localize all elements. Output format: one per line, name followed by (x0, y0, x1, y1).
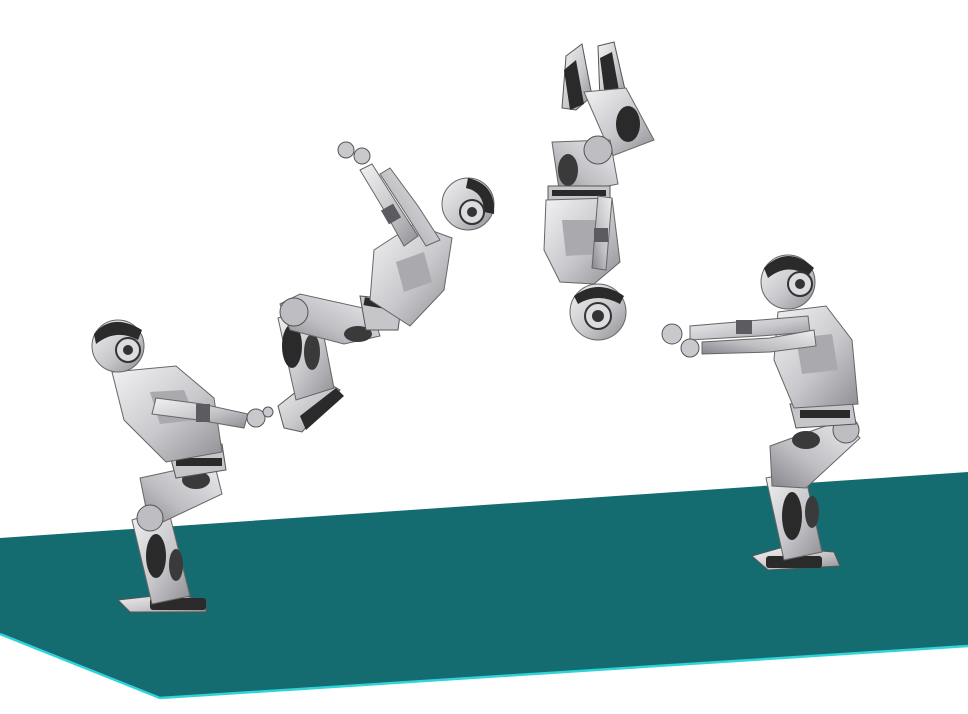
robot-frame-airborne (277, 141, 495, 433)
robot-frame-inverted (543, 41, 655, 341)
floor-edge (0, 632, 968, 700)
robot-frame-crouch (91, 319, 274, 613)
floor-plane (0, 472, 968, 698)
robot-frame-landing (661, 254, 861, 571)
